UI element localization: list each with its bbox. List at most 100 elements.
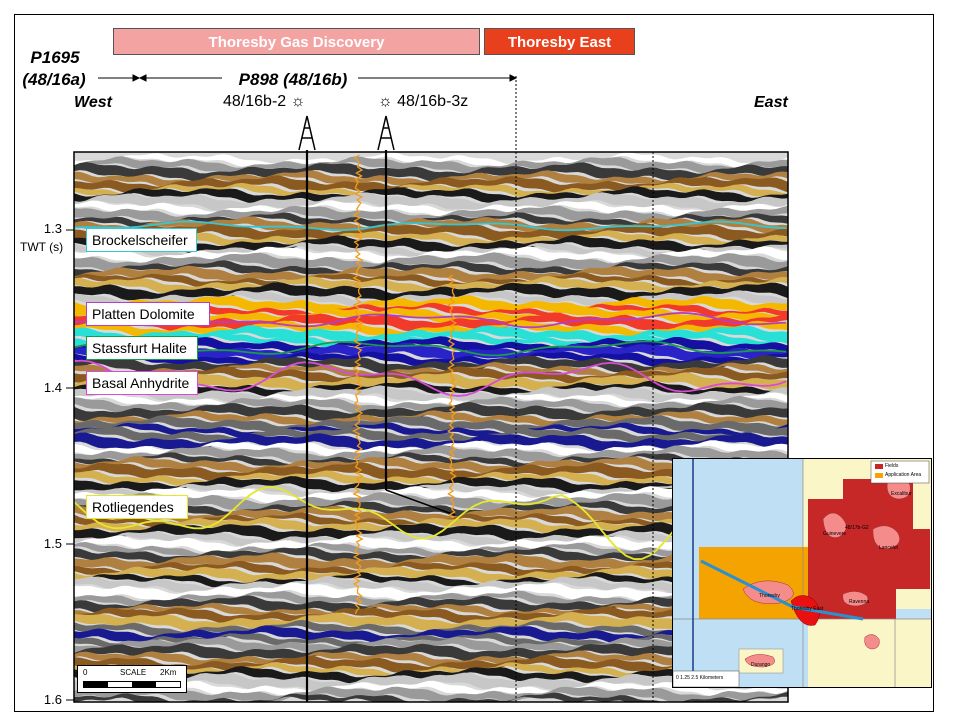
horizon-label-stassfurt-halite: Stassfurt Halite — [86, 336, 198, 360]
horizon-label-rotliegendes: Rotliegendes — [86, 495, 188, 519]
seismic-band — [74, 342, 788, 362]
well-label-48-16b-3z: ☼ 48/16b-3z — [378, 93, 468, 111]
map-label-ravenna: Ravenna — [849, 599, 870, 605]
seismic-band — [74, 320, 788, 337]
tick-label: 1.3 — [43, 221, 62, 236]
seismic-band — [74, 182, 788, 198]
seismic-band — [74, 152, 788, 169]
seismic-band — [74, 619, 788, 637]
seismic-band — [74, 282, 788, 302]
well-log-trace — [352, 154, 364, 615]
seismic-band — [74, 625, 788, 645]
seismic-band — [74, 385, 788, 404]
well-label-48-16b-2: 48/16b-2 ☼ — [223, 93, 305, 111]
seismic-band — [74, 175, 788, 193]
map-scale: 0 1.25 2.5 Kilometers — [676, 675, 724, 681]
seismic-band — [74, 200, 788, 217]
seismic-band — [74, 582, 788, 602]
seismic-band — [74, 572, 788, 588]
seismic-band — [74, 242, 788, 259]
horizon-line — [74, 220, 787, 232]
seismic-band — [74, 235, 788, 255]
seismic-band — [74, 606, 788, 624]
seismic-band — [74, 662, 788, 678]
seismic-band — [74, 655, 788, 674]
tick-label: 1.6 — [43, 692, 62, 707]
map-legend-application: Application Area — [885, 472, 922, 478]
well-2 — [377, 115, 395, 490]
seismic-band — [74, 505, 788, 524]
seismic-band — [74, 672, 788, 692]
banner-thoresby-gas-discovery: Thoresby Gas Discovery — [113, 28, 480, 55]
seismic-band — [74, 162, 788, 183]
seismic-band — [74, 355, 788, 374]
seismic-band — [74, 272, 788, 288]
drilling-rig-icon — [298, 115, 316, 151]
seismic-band — [74, 512, 788, 527]
seismic-band — [74, 470, 788, 487]
horizon-label-platten-dolomite: Platten Dolomite — [86, 302, 210, 326]
map-label-block: 48/17b-G2 — [845, 525, 869, 531]
seismic-band — [74, 392, 788, 408]
map-legend-fields: Fields — [885, 463, 899, 469]
seismic-band — [74, 432, 788, 452]
seismic-band — [74, 395, 788, 414]
map-label-lancelot: Lancelot — [879, 545, 898, 551]
seismic-band — [74, 560, 788, 577]
seismic-band — [74, 680, 788, 697]
seismic-band — [74, 552, 788, 572]
seismic-band — [74, 499, 788, 518]
seismic-band — [74, 212, 788, 228]
seismic-band — [74, 372, 788, 393]
tick-label: 1.5 — [43, 536, 62, 551]
map-label-thoresby-east: Thoresby East — [791, 606, 824, 612]
gas-show-icon: ☼ — [378, 93, 393, 110]
drilling-rig-icon — [377, 115, 395, 151]
seismic-band — [74, 486, 788, 505]
seismic-band — [74, 336, 788, 354]
figure-frame — [14, 14, 934, 712]
seismic-band — [74, 650, 788, 667]
axis-title: TWT (s) — [20, 240, 64, 254]
seismic-band — [74, 415, 788, 435]
seismic-band — [74, 565, 788, 584]
well-name: 48/16b-2 — [223, 93, 287, 110]
licence-p1695-block: (48/16a) — [22, 70, 86, 89]
well-1 — [298, 115, 316, 702]
seismic-band — [74, 156, 788, 175]
seismic-band — [74, 265, 788, 284]
seismic-band — [74, 611, 788, 632]
seismic-band — [74, 306, 788, 324]
scale-max: 2Km — [160, 668, 177, 677]
scale-title: SCALE — [120, 668, 147, 677]
seismic-band — [74, 445, 788, 464]
map-label-durango: Durango — [751, 662, 771, 668]
gas-show-icon: ☼ — [290, 93, 306, 110]
seismic-band — [74, 516, 788, 534]
seismic-band — [74, 482, 788, 498]
seismic-band — [74, 230, 788, 247]
seismic-band — [74, 576, 788, 594]
direction-west: West — [74, 94, 112, 111]
seismic-band — [74, 350, 788, 367]
seismic-band — [74, 380, 788, 397]
licence-p1695: P1695 — [30, 48, 80, 67]
tick-label: 1.4 — [43, 380, 62, 395]
horizon-label-brockelscheifer: Brockelscheifer — [86, 228, 197, 252]
map-label-thoresby: Thoresby — [759, 593, 780, 599]
horizon-line — [74, 476, 787, 561]
seismic-band — [74, 426, 788, 443]
deviated-wellbore — [385, 489, 456, 516]
direction-east: East — [754, 94, 788, 111]
seismic-band — [74, 205, 788, 224]
seismic-band — [74, 186, 788, 204]
seismic-band — [74, 295, 788, 315]
well-name: 48/16b-3z — [397, 93, 469, 110]
seismic-band — [74, 462, 788, 482]
scale-bar: 0 SCALE 2Km — [77, 665, 187, 693]
seismic-band — [74, 590, 788, 608]
seismic-band — [74, 252, 788, 273]
inset-location-map: Thoresby Thoresby East Ravenna Excalibur… — [672, 458, 932, 688]
well-log-trace — [447, 274, 457, 519]
